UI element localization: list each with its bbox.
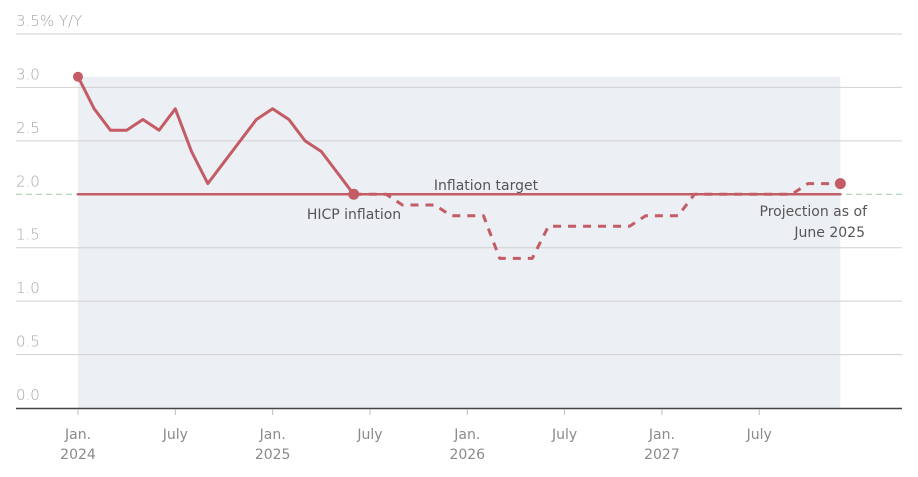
y-tick-label: 3.5% Y/Y (16, 12, 82, 30)
y-tick-label: 2.0 (16, 172, 40, 190)
projection-shaded-area (78, 76, 841, 408)
hicp-start-marker (73, 71, 83, 82)
shaded-area-rect (78, 76, 841, 408)
y-axis-labels: 0.0 0.5 1.0 1.5 2.0 2.5 3.0 3.5% Y/Y (16, 12, 82, 404)
x-tick-year: 2024 (60, 447, 96, 463)
x-tick-label: July (356, 427, 382, 443)
x-tick-label: Jan. (453, 427, 480, 443)
y-tick-label: 2.5 (16, 119, 40, 137)
annotations: Inflation target HICP inflation Projecti… (307, 178, 868, 241)
data-series (73, 71, 846, 260)
hicp-inflation-line (76, 75, 356, 196)
y-tick-label: 0.5 (16, 333, 40, 351)
x-tick-label: July (746, 427, 772, 443)
projection-label-line2: June 2025 (793, 225, 865, 241)
x-tick-label: Jan. (64, 427, 91, 443)
x-tick-year: 2026 (449, 447, 485, 463)
y-tick-label: 1.0 (16, 279, 40, 297)
x-tick-label: Jan. (259, 427, 286, 443)
x-axis: Jan. 2024 July Jan. 2025 July Jan. 2026 July Jan.… (16, 407, 902, 463)
x-tick-label: Jan. (648, 427, 675, 443)
projection-label-line1: Projection as of (760, 204, 869, 220)
x-tick-label: July (162, 427, 188, 443)
hicp-latest-marker (348, 188, 360, 200)
y-tick-label: 1.5 (16, 226, 40, 244)
y-gridlines (16, 33, 902, 356)
hicp-inflation-label: HICP inflation (307, 207, 401, 223)
y-tick-label: 0.0 (16, 386, 40, 404)
projection-end-marker (834, 178, 846, 190)
inflation-target-label: Inflation target (434, 178, 539, 194)
x-tick-year: 2027 (644, 447, 680, 463)
y-tick-label: 3.0 (16, 65, 40, 83)
x-tick-year: 2025 (255, 447, 291, 463)
x-tick-label: July (551, 427, 577, 443)
